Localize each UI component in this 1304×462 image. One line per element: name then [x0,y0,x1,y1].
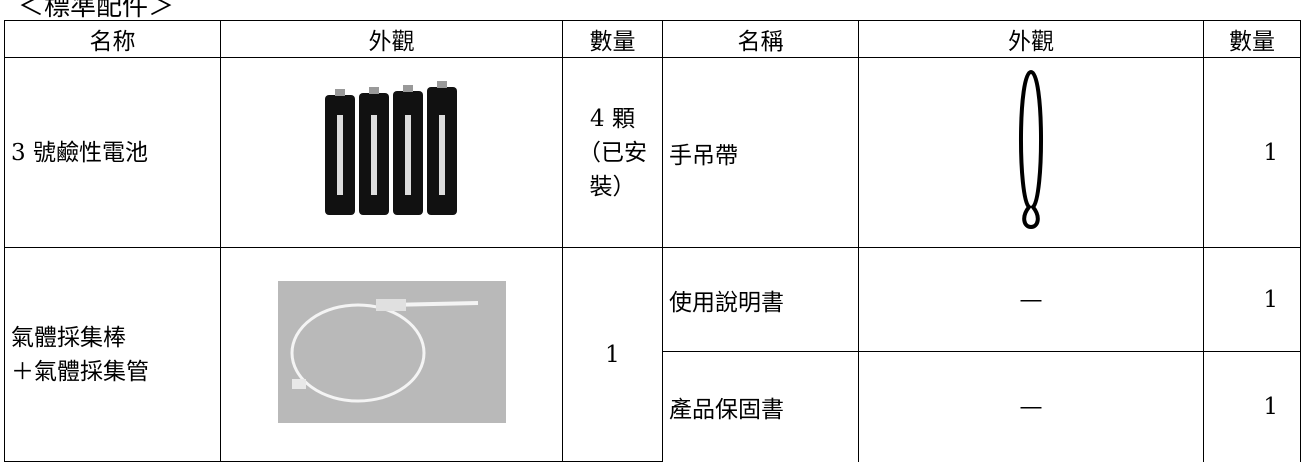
header-row: 名称 外觀 數量 名稱 外觀 數量 [4,20,1301,58]
name-cell: 手吊帶 [662,57,859,248]
strap-image [1018,69,1044,230]
name-cell: 氣體採集棒 ＋氣體採集管 [4,247,221,462]
text-line: 裝） [589,173,636,200]
row: 3 號鹼性電池 4 顆 （已安裝） 手吊帶 1 [4,57,1301,248]
tube-image [277,280,506,423]
page-title: ＜標準配件＞ [18,0,175,22]
text-line: 1 [605,341,620,368]
header-cell: 名称 [4,20,221,58]
quantity-cell: 4 顆 （已安裝） [562,57,663,248]
text-line: 3 號鹼性電池 [11,139,148,166]
quantity-cell: 1 [1203,57,1301,248]
header-cell: 名稱 [662,20,859,58]
header-cell: 外觀 [220,20,563,58]
quantity-cell: 1 [1203,247,1301,352]
text-line: （已安 [578,139,647,166]
battery-image [324,80,457,215]
image-cell [220,247,563,462]
header-cell: 外觀 [858,20,1204,58]
header-cell: 數量 [562,20,663,58]
accessory-table: 名称 外觀 數量 名稱 外觀 數量 3 號鹼性電池 4 顆 （已安裝） 手吊帶 1… [4,20,1301,462]
image-cell [858,57,1204,248]
image-cell: — [858,247,1204,352]
name-cell: 3 號鹼性電池 [4,57,221,248]
quantity-cell: 1 [562,247,663,462]
text-line: 4 顆 [590,105,635,132]
row: 氣體採集棒 ＋氣體採集管 1 使用說明書 — 1 [4,247,1301,462]
row: 產品保固書 — 1 [5,351,1301,462]
text-line: 氣體採集棒 [11,324,126,351]
image-cell: — [858,351,1204,462]
name-cell: 產品保固書 [662,351,859,462]
text-line: ＋氣體採集管 [11,358,149,385]
image-cell [220,57,563,248]
quantity-cell: 1 [1203,351,1301,462]
name-cell: 使用說明書 [662,247,859,352]
header-cell: 數量 [1203,20,1301,58]
